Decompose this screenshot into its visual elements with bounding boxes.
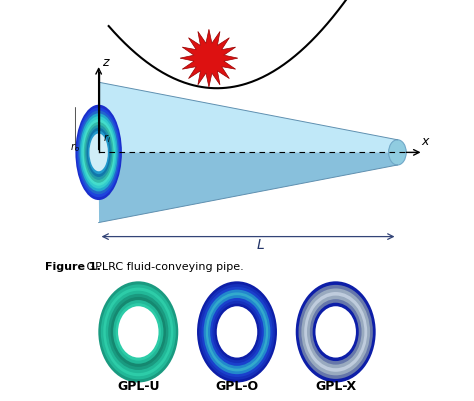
Ellipse shape xyxy=(307,296,365,368)
Ellipse shape xyxy=(217,306,257,358)
Ellipse shape xyxy=(116,303,161,360)
Ellipse shape xyxy=(296,282,376,383)
Ellipse shape xyxy=(87,128,111,177)
Ellipse shape xyxy=(204,290,270,374)
Ellipse shape xyxy=(215,304,259,360)
Text: $r_o$: $r_o$ xyxy=(70,142,80,154)
Polygon shape xyxy=(180,29,238,87)
Ellipse shape xyxy=(304,292,367,372)
Text: Figure 1.: Figure 1. xyxy=(45,262,100,272)
Ellipse shape xyxy=(206,292,268,371)
Ellipse shape xyxy=(299,285,373,379)
Ellipse shape xyxy=(199,284,275,380)
Ellipse shape xyxy=(110,297,166,367)
Text: $x$: $x$ xyxy=(421,135,431,148)
Ellipse shape xyxy=(201,287,273,377)
Polygon shape xyxy=(99,152,397,223)
Ellipse shape xyxy=(310,299,362,365)
Text: GPL-X: GPL-X xyxy=(315,380,356,393)
Ellipse shape xyxy=(108,294,168,370)
Ellipse shape xyxy=(84,122,113,183)
Text: GPL-U: GPL-U xyxy=(117,380,160,393)
Ellipse shape xyxy=(75,105,122,200)
Text: $L$: $L$ xyxy=(255,238,264,251)
Ellipse shape xyxy=(208,295,266,369)
Ellipse shape xyxy=(98,282,178,383)
Ellipse shape xyxy=(85,125,112,180)
Ellipse shape xyxy=(81,116,116,188)
Polygon shape xyxy=(99,82,397,152)
Ellipse shape xyxy=(106,291,171,373)
Text: GPL-O: GPL-O xyxy=(216,380,258,393)
Ellipse shape xyxy=(210,298,264,366)
Ellipse shape xyxy=(316,306,356,358)
Ellipse shape xyxy=(82,119,115,186)
Text: GPLRC fluid-conveying pipe.: GPLRC fluid-conveying pipe. xyxy=(82,262,243,272)
Ellipse shape xyxy=(113,300,164,364)
Ellipse shape xyxy=(88,131,109,174)
Text: $z$: $z$ xyxy=(102,56,110,69)
Ellipse shape xyxy=(80,113,118,191)
Ellipse shape xyxy=(313,303,359,361)
Ellipse shape xyxy=(301,288,370,375)
Ellipse shape xyxy=(90,134,108,171)
Ellipse shape xyxy=(101,284,176,379)
Ellipse shape xyxy=(103,288,173,376)
Ellipse shape xyxy=(389,140,406,165)
Ellipse shape xyxy=(197,282,277,383)
Ellipse shape xyxy=(78,110,119,194)
Text: $r_i$: $r_i$ xyxy=(103,132,110,145)
Ellipse shape xyxy=(77,107,120,197)
Ellipse shape xyxy=(118,306,158,358)
Ellipse shape xyxy=(212,301,262,363)
